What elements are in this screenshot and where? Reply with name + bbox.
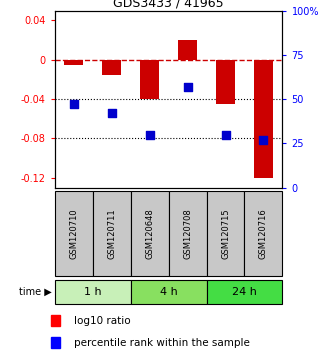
Point [223,132,228,137]
Bar [140,60,159,99]
Text: log10 ratio: log10 ratio [74,316,130,326]
Bar [206,191,245,276]
Title: GDS3433 / 41965: GDS3433 / 41965 [113,0,224,10]
Text: 24 h: 24 h [232,287,257,297]
Point [71,102,76,107]
Point [185,84,190,90]
Bar [254,60,273,178]
Text: percentile rank within the sample: percentile rank within the sample [74,338,250,348]
Bar [216,60,235,104]
Bar [55,280,131,304]
Bar [64,60,83,65]
Bar [102,60,121,75]
Bar [245,191,282,276]
Text: 1 h: 1 h [84,287,101,297]
Point [147,132,152,137]
Text: time ▶: time ▶ [19,287,52,297]
Bar [131,191,169,276]
Bar [206,280,282,304]
Text: GSM120715: GSM120715 [221,208,230,259]
Bar [55,191,92,276]
Text: GSM120710: GSM120710 [69,208,78,259]
Bar [51,315,60,326]
Point [261,137,266,143]
Text: GSM120716: GSM120716 [259,208,268,259]
Bar [178,40,197,60]
Bar [92,191,131,276]
Point [109,110,114,116]
Text: 4 h: 4 h [160,287,178,297]
Text: GSM120711: GSM120711 [107,208,116,259]
Bar [51,337,60,348]
Text: GSM120648: GSM120648 [145,208,154,259]
Bar [169,191,206,276]
Bar [131,280,206,304]
Text: GSM120708: GSM120708 [183,208,192,259]
